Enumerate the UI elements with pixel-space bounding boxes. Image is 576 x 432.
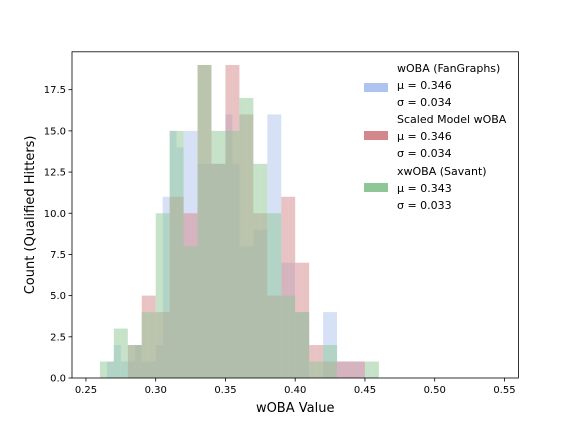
y-tick-label: 10.0 [44,209,66,220]
y-axis-label: Count (Qualified Hitters) [23,135,38,294]
legend-label-woba-fangraphs: wOBA (FanGraphs) [397,62,500,75]
histogram-bar [239,97,247,378]
histogram-bar [113,328,121,378]
histogram-bars [99,64,379,378]
legend: wOBA (FanGraphs) μ = 0.346 σ = 0.034 Sca… [364,62,507,212]
histogram-bar [274,213,282,378]
histogram-bar [106,361,114,378]
histogram-bar [197,64,205,378]
legend-swatch-scaled-model-woba [364,131,388,140]
histogram-bar [120,328,128,378]
histogram-bar [190,246,198,378]
histogram-bar [134,345,142,378]
histogram-bar [295,312,303,378]
histogram-bar [246,97,254,378]
x-tick-label: 0.35 [214,385,236,396]
histogram-bar [371,361,379,378]
histogram-bar [204,64,212,378]
y-tick-label: 15.0 [44,126,66,137]
legend-mu-xwoba-savant: μ = 0.343 [397,182,452,195]
y-tick-label: 0.0 [50,374,66,385]
histogram-bar [169,130,177,378]
legend-swatch-woba-fangraphs [364,83,388,92]
legend-swatch-xwoba-savant [364,183,388,192]
x-tick-label: 0.25 [75,385,97,396]
y-tick-label: 12.5 [44,168,66,179]
x-tick-label: 0.40 [284,385,306,396]
histogram-bar [218,130,226,378]
legend-sigma-scaled-model-woba: σ = 0.034 [397,147,452,160]
legend-sigma-xwoba-savant: σ = 0.033 [397,199,452,212]
histogram-bar [148,312,156,378]
histogram-bar [344,361,351,378]
x-tick-label: 0.55 [493,385,515,396]
histogram-bar [127,345,135,378]
histogram-bar [162,213,170,378]
y-axis-ticks: 0.0 2.5 5.0 7.5 10.0 12.5 15.0 17.5 [44,85,72,385]
histogram-bar [309,361,317,378]
legend-label-xwoba-savant: xwOBA (Savant) [397,165,487,178]
histogram-bar [288,196,296,378]
histogram-bar [225,130,233,378]
histogram-bar [330,345,338,378]
y-tick-label: 5.0 [50,291,66,302]
histogram-bar [288,295,296,378]
y-tick-label: 7.5 [50,250,66,261]
x-axis-label: wOBA Value [256,401,335,416]
x-axis-ticks: 0.25 0.30 0.35 0.40 0.45 0.50 0.55 [75,378,516,396]
histogram-bar [281,295,289,378]
histogram-bar [141,312,149,378]
histogram-bar [176,130,184,378]
legend-mu-woba-fangraphs: μ = 0.346 [397,79,452,92]
x-tick-label: 0.30 [145,385,167,396]
legend-label-scaled-model-woba: Scaled Model wOBA [397,113,507,126]
histogram-bar [323,345,331,378]
legend-sigma-woba-fangraphs: σ = 0.034 [397,96,452,109]
histogram-bar [232,130,240,378]
histogram-bar [183,246,191,378]
histogram-bar [364,361,372,378]
histogram-bar [302,312,310,378]
histogram-bar [281,196,289,378]
series-2-bars [99,64,379,378]
histogram-bar [260,163,268,378]
histogram-bar [351,361,358,378]
x-tick-label: 0.45 [354,385,376,396]
histogram-bar [316,361,324,378]
y-tick-label: 17.5 [44,85,66,96]
histogram-bar [253,163,261,378]
legend-mu-scaled-model-woba: μ = 0.346 [397,130,452,143]
histogram-bar [211,130,219,378]
histogram-bar [99,361,107,378]
histogram-bar [337,361,345,378]
x-tick-label: 0.50 [424,385,446,396]
y-tick-label: 2.5 [50,332,66,343]
histogram-bar [267,213,275,378]
histogram-bar [357,361,365,378]
histogram-bar [155,213,163,378]
